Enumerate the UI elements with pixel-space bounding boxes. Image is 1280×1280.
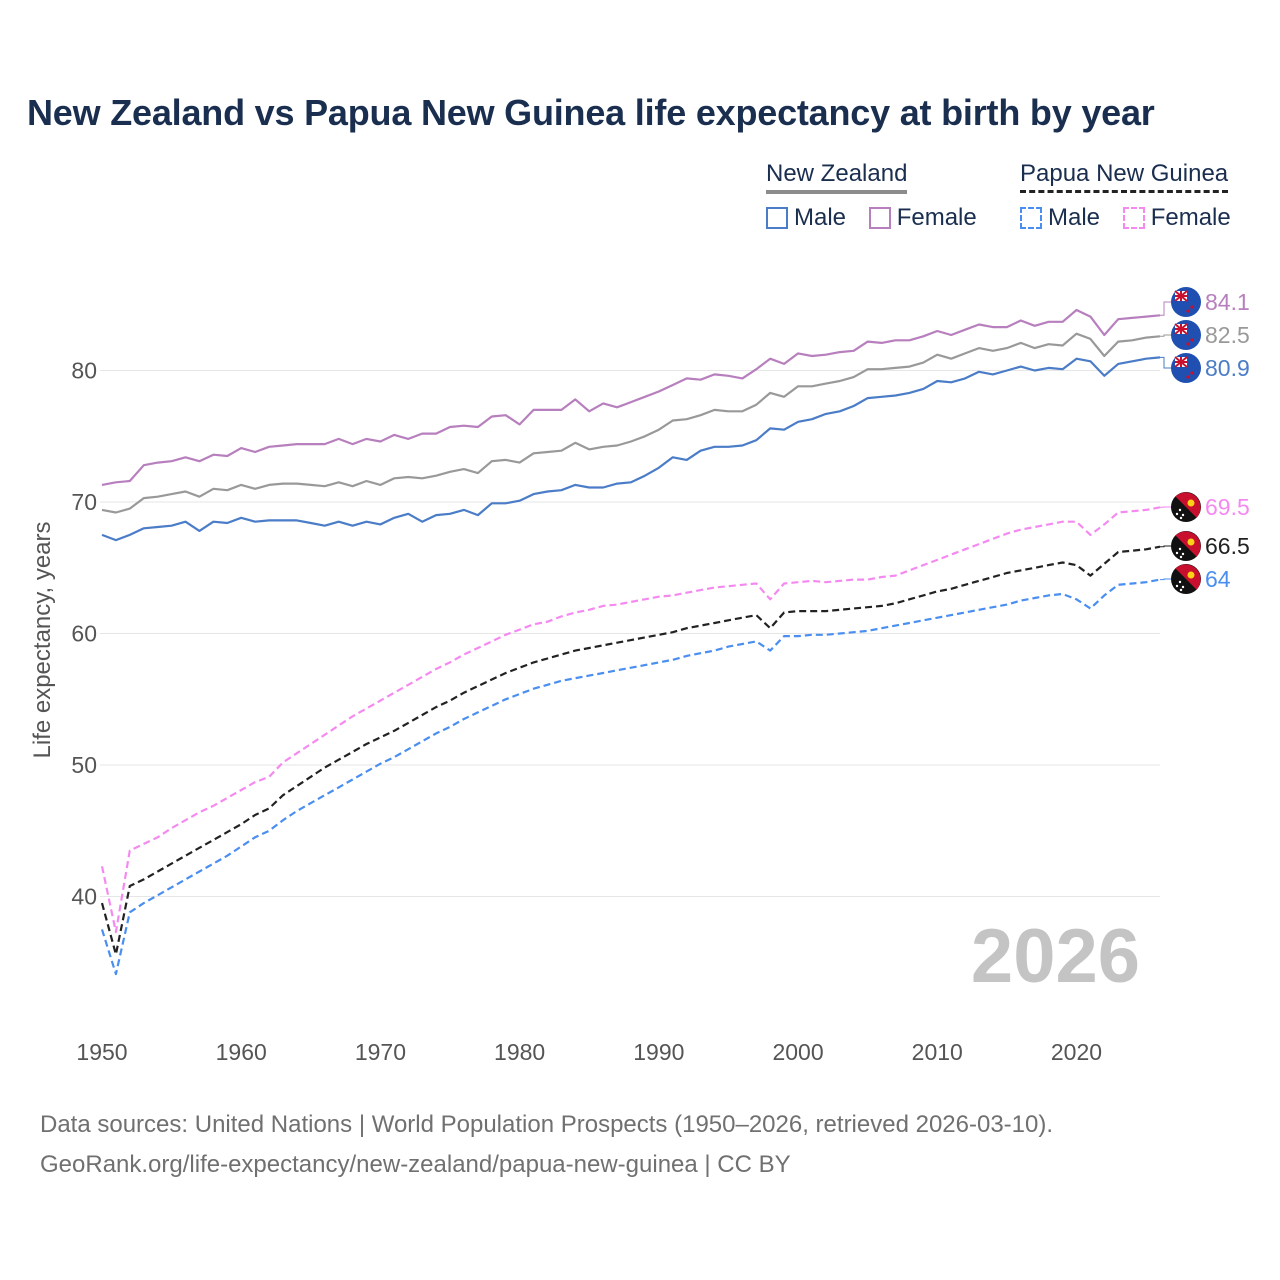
y-axis-ticks: 40 50 60 70 80 <box>71 358 97 910</box>
legend-group-papua-new-guinea: Papua New Guinea Male Female <box>1020 160 1231 231</box>
flag-star <box>1179 588 1183 592</box>
flag-star <box>1178 547 1182 551</box>
flag-cross <box>1174 290 1188 302</box>
end-value-new-zealand-female: 84.1 <box>1205 289 1250 315</box>
leader-new-zealand-female <box>1160 301 1172 316</box>
x-tick-2000: 2000 <box>772 1039 823 1065</box>
flag-star <box>1175 584 1179 588</box>
x-tick-1970: 1970 <box>355 1039 406 1065</box>
flag-star <box>1186 375 1190 379</box>
y-tick-50: 50 <box>71 752 97 778</box>
flag-red-half <box>1175 492 1201 518</box>
year-watermark: 2026 <box>971 914 1140 999</box>
end-value-papua-new-guinea-total: 66.5 <box>1205 533 1250 559</box>
flag-star <box>1186 309 1190 313</box>
attribution-link[interactable]: GeoRank.org/life-expectancy/new-zealand/… <box>40 1151 791 1178</box>
flag-star <box>1190 371 1194 375</box>
y-tick-40: 40 <box>71 884 97 910</box>
legend-item-png-male[interactable]: Male <box>1020 204 1100 232</box>
legend-swatch-png-male <box>1020 207 1042 229</box>
data-source-text: Data sources: United Nations | World Pop… <box>40 1111 1054 1138</box>
x-tick-1960: 1960 <box>216 1039 267 1065</box>
end-value-new-zealand-male: 80.9 <box>1205 355 1250 381</box>
flag-red-half <box>1175 531 1201 557</box>
nz-flag-icon <box>1171 320 1201 350</box>
y-tick-60: 60 <box>71 621 97 647</box>
leader-papua-new-guinea-total <box>1160 545 1172 548</box>
flag-cross <box>1174 323 1188 335</box>
x-tick-2020: 2020 <box>1051 1039 1102 1065</box>
nz-flag-icon <box>1171 353 1201 383</box>
flag-bird <box>1187 499 1195 507</box>
legend-item-png-female[interactable]: Female <box>1122 204 1231 232</box>
end-value-papua-new-guinea-female: 69.5 <box>1205 494 1250 520</box>
x-tick-1980: 1980 <box>494 1039 545 1065</box>
flag-star <box>1181 513 1185 517</box>
legend-label-nz-female: Female <box>896 204 977 231</box>
x-tick-1990: 1990 <box>633 1039 684 1065</box>
chart-title: New Zealand vs Papua New Guinea life exp… <box>27 92 1155 133</box>
png-flag-icon <box>1171 492 1201 522</box>
leader-new-zealand-total <box>1160 334 1172 337</box>
series-line-papua-new-guinea-female <box>100 506 1161 934</box>
flag-bird <box>1187 538 1195 546</box>
series-line-new-zealand-female <box>101 308 1161 486</box>
flag-cross <box>1174 356 1188 368</box>
flag-star <box>1186 342 1190 346</box>
y-axis-label: Life expectancy, years <box>29 521 56 758</box>
legend-swatch-png-female <box>1122 207 1145 229</box>
gridlines <box>100 370 1160 897</box>
legend-heading-papua-new-guinea: Papua New Guinea <box>1020 160 1229 193</box>
flag-star <box>1190 305 1194 309</box>
series-line-papua-new-guinea-total <box>100 545 1161 956</box>
legend-item-nz-female[interactable]: Female <box>868 204 977 232</box>
png-flag-icon <box>1171 564 1201 594</box>
flag-star <box>1179 516 1183 520</box>
series-line-new-zealand-male <box>101 356 1161 542</box>
end-labels: 84.1 82.5 80.9 69.5 66.5 64 <box>1160 287 1250 594</box>
x-tick-2010: 2010 <box>912 1039 963 1065</box>
footer: Data sources: United Nations | World Pop… <box>40 1105 1053 1185</box>
png-flag-icon <box>1171 531 1201 561</box>
y-tick-80: 80 <box>71 358 97 384</box>
legend-heading-new-zealand: New Zealand <box>766 160 908 194</box>
x-axis-ticks: 1950 1960 1970 1980 1990 2000 2010 2020 <box>76 1039 1102 1065</box>
series-line-papua-new-guinea-male <box>100 578 1161 976</box>
flag-star <box>1190 338 1194 342</box>
nz-flag-icon <box>1171 287 1201 317</box>
flag-star <box>1181 585 1185 589</box>
legend-label-png-female: Female <box>1150 204 1231 231</box>
leader-new-zealand-male <box>1160 356 1172 369</box>
flag-star <box>1178 580 1182 584</box>
flag-star <box>1181 552 1185 556</box>
legend-item-nz-male[interactable]: Male <box>766 204 846 232</box>
series-line-new-zealand-total <box>101 332 1161 514</box>
legend-label-png-male: Male <box>1048 204 1101 231</box>
y-tick-70: 70 <box>71 489 97 515</box>
leader-papua-new-guinea-male <box>1160 578 1172 581</box>
x-tick-1950: 1950 <box>76 1039 127 1065</box>
series-lines <box>100 308 1161 976</box>
flag-bird <box>1187 571 1195 579</box>
legend-swatch-nz-male <box>766 207 788 229</box>
legend-swatch-nz-female <box>868 207 891 229</box>
flag-red-half <box>1175 564 1201 590</box>
legend: New Zealand Male Female Papua New Guinea… <box>766 160 1240 240</box>
flag-star <box>1175 512 1179 516</box>
legend-group-new-zealand: New Zealand Male Female <box>766 160 977 231</box>
end-value-new-zealand-total: 82.5 <box>1205 322 1250 348</box>
end-value-papua-new-guinea-male: 64 <box>1205 566 1231 592</box>
flag-star <box>1175 551 1179 555</box>
flag-star <box>1178 508 1182 512</box>
flag-star <box>1179 555 1183 559</box>
legend-label-nz-male: Male <box>794 204 847 231</box>
